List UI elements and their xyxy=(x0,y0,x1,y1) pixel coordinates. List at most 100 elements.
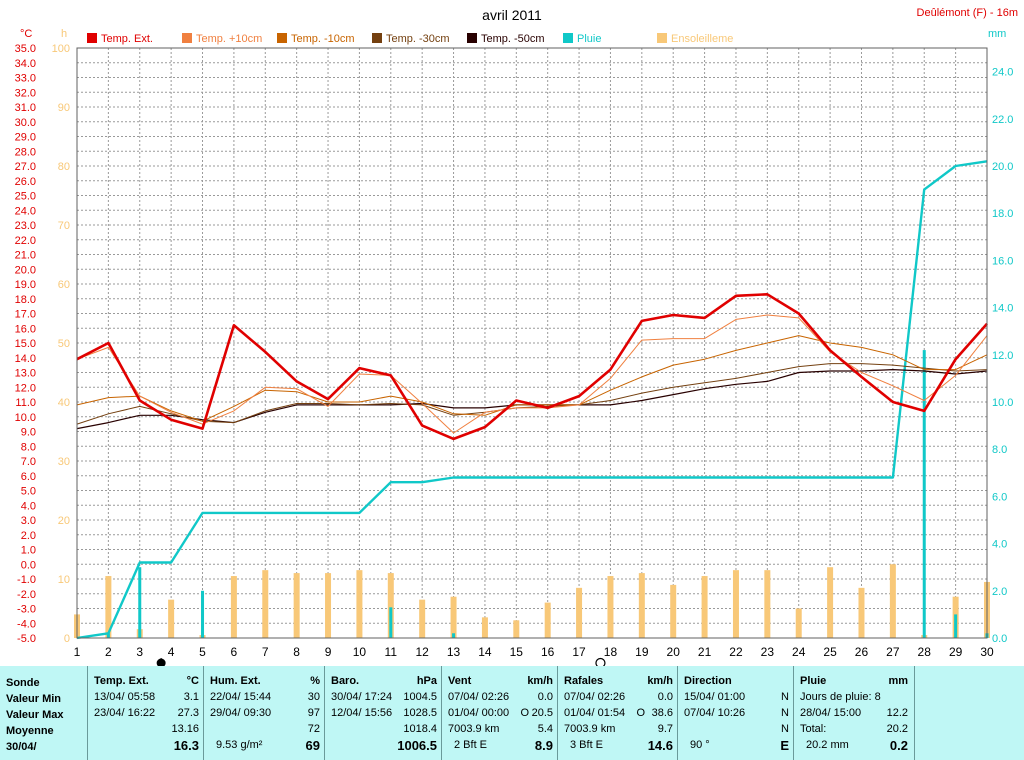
temp-tick-label: 32.0 xyxy=(15,87,36,99)
legend-swatch xyxy=(87,33,97,43)
temp-tick-label: 29.0 xyxy=(15,132,36,144)
daily-rain-bar xyxy=(922,350,926,638)
sunshine-bar xyxy=(889,564,896,638)
rain-tick-label: 20.0 xyxy=(992,161,1013,173)
temp-tick-label: 9.0 xyxy=(21,427,36,439)
sunshine-bar xyxy=(764,570,771,638)
line-layer xyxy=(76,160,988,640)
gust-min-value: 0.0 xyxy=(657,691,673,703)
temp-tick-label: 22.0 xyxy=(15,235,36,247)
sun-tick-label: 30 xyxy=(58,456,70,468)
temp-tick-label: 33.0 xyxy=(15,73,36,85)
sun-tick-label: 70 xyxy=(58,220,70,232)
x-tick-label: 19 xyxy=(635,645,649,659)
temp-tick-label: -3.0 xyxy=(17,604,36,616)
temp-unit: °C xyxy=(186,675,199,687)
rain-max-date: 28/04/ 15:00 xyxy=(800,707,862,719)
gust-max-direction: O xyxy=(636,707,645,719)
temp-tick-label: 11.0 xyxy=(15,397,36,409)
sunshine-bar xyxy=(827,567,834,638)
sunshine-bar xyxy=(356,570,363,638)
gust-max-date: 01/04/ 01:54 xyxy=(564,707,626,719)
temp-tick-label: 10.0 xyxy=(15,412,36,424)
temp-unit-label: °C xyxy=(20,28,32,40)
baro-max-date: 12/04/ 15:56 xyxy=(331,707,393,719)
baro-current: 1006.5 xyxy=(397,738,437,753)
baro-title: Baro. xyxy=(331,675,360,687)
rain-title: Pluie xyxy=(800,675,827,687)
rain-unit: mm xyxy=(888,675,908,687)
series-line-temp-ext xyxy=(76,292,988,441)
temp-tick-label: 26.0 xyxy=(15,176,36,188)
temp-tick-label: 35.0 xyxy=(15,43,36,55)
stats-rain: Pluie mm Jours de pluie: 8 28/04/ 15:00 … xyxy=(793,666,914,760)
baro-min-date: 30/04/ 17:24 xyxy=(331,691,393,703)
x-tick-label: 23 xyxy=(761,645,775,659)
x-tick-label: 28 xyxy=(918,645,932,659)
bar-layer xyxy=(74,350,990,638)
temp-tick-label: 31.0 xyxy=(15,102,36,114)
wind-current: 8.9 xyxy=(534,738,553,753)
rain-days: Jours de pluie: 8 xyxy=(800,691,881,703)
gust-max-value: 38.6 xyxy=(651,707,673,719)
sunshine-bar xyxy=(607,576,614,638)
legend-label: Ensoleilleme xyxy=(671,33,733,45)
label-sonde: Sonde xyxy=(6,677,40,689)
baro-unit: hPa xyxy=(416,675,437,687)
legend-label: Pluie xyxy=(577,33,601,45)
sunshine-bar xyxy=(262,570,269,638)
stats-empty-column xyxy=(914,666,1024,760)
stats-direction: Direction 15/04/ 01:00 N 07/04/ 10:26 N … xyxy=(677,666,793,760)
chart-grid xyxy=(76,47,988,639)
sunshine-bar xyxy=(481,617,488,638)
x-tick-label: 26 xyxy=(855,645,869,659)
temp-tick-label: 18.0 xyxy=(15,294,36,306)
dir-max-value: N xyxy=(781,707,789,719)
x-tick-label: 10 xyxy=(353,645,367,659)
hum-unit: % xyxy=(310,675,320,687)
hum-min-date: 22/04/ 15:44 xyxy=(210,691,272,703)
temp-tick-label: 4.0 xyxy=(21,500,36,512)
hum-mean: 72 xyxy=(307,723,320,735)
sun-tick-label: 50 xyxy=(58,338,70,350)
chart-title: avril 2011 xyxy=(482,7,542,23)
temp-tick-label: 30.0 xyxy=(15,117,36,129)
temp-tick-label: 27.0 xyxy=(15,161,36,173)
temp-tick-label: 2.0 xyxy=(21,530,36,542)
temp-tick-label: 20.0 xyxy=(15,264,36,276)
wind-beaufort: 2 Bft E xyxy=(454,739,488,751)
temp-tick-label: 34.0 xyxy=(15,58,36,70)
legend-label: Temp. -30cm xyxy=(386,33,450,45)
sunshine-bar xyxy=(168,599,175,638)
rain-tick-label: 0.0 xyxy=(992,633,1007,645)
temp-current: 16.3 xyxy=(173,738,199,753)
sunshine-bar xyxy=(638,573,645,638)
daily-rain-bar xyxy=(389,607,393,638)
legend-swatch xyxy=(657,33,667,43)
plot-frame xyxy=(76,47,988,639)
sun-tick-label: 20 xyxy=(58,515,70,527)
temp-tick-label: 8.0 xyxy=(21,441,36,453)
stats-humidity: Hum. Ext. % 22/04/ 15:44 30 29/04/ 09:30… xyxy=(203,666,324,760)
weather-chart: avril 2011 Deûlémont (F) - 16m °C h mm T… xyxy=(15,7,1018,666)
temp-tick-label: 15.0 xyxy=(15,338,36,350)
dir-min-value: N xyxy=(781,691,789,703)
baro-min-value: 1004.5 xyxy=(403,691,437,703)
rain-tick-label: 16.0 xyxy=(992,255,1013,267)
temp-tick-label: 19.0 xyxy=(15,279,36,291)
temp-tick-label: 17.0 xyxy=(15,309,36,321)
legend-swatch xyxy=(277,33,287,43)
baro-max-value: 1028.5 xyxy=(403,707,437,719)
hum-current: 69 xyxy=(305,738,320,753)
wind-title: Vent xyxy=(448,675,472,687)
sun-tick-label: 0 xyxy=(64,633,70,645)
x-tick-label: 8 xyxy=(293,645,300,659)
x-tick-label: 7 xyxy=(262,645,269,659)
sun-tick-label: 90 xyxy=(58,102,70,114)
x-tick-label: 24 xyxy=(792,645,806,659)
hum-absolute: 9.53 g/m² xyxy=(216,739,263,751)
axis-layer: 35.034.033.032.031.030.029.028.027.026.0… xyxy=(15,43,1013,666)
hum-title: Hum. Ext. xyxy=(210,675,261,687)
sun-tick-label: 10 xyxy=(58,574,70,586)
x-tick-label: 3 xyxy=(136,645,143,659)
